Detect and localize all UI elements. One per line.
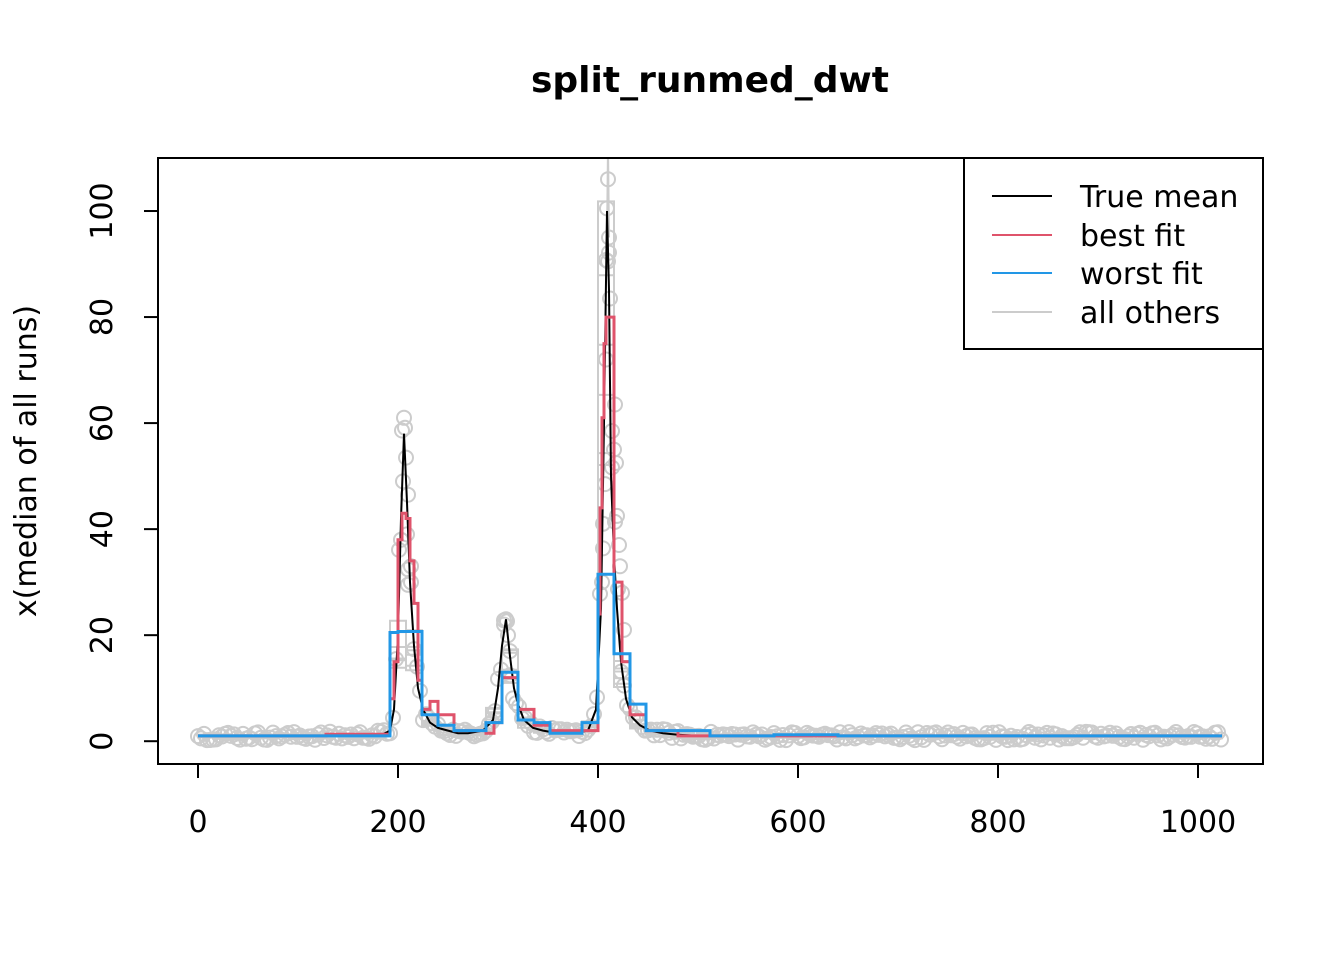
others-point [604, 459, 620, 476]
x-axis: 0 200 400 600 800 1000 [188, 763, 1236, 840]
others-run-line [198, 343, 1223, 740]
others-point [220, 724, 236, 741]
y-tick-label: 40 [85, 510, 120, 548]
others-point [611, 537, 627, 553]
others-point [604, 423, 620, 439]
others-run-line [198, 452, 1223, 741]
y-tick-label: 20 [85, 616, 120, 654]
y-tick-label: 60 [85, 404, 120, 442]
others-point [616, 621, 632, 638]
x-tick-label: 0 [188, 805, 207, 840]
x-tick-label: 1000 [1160, 805, 1236, 840]
legend-label-all-others: all others [1080, 296, 1220, 331]
y-axis-label: x(median of all runs) [9, 305, 44, 617]
others-point [1210, 724, 1226, 741]
others-run-line [606, 158, 610, 238]
others-point [1213, 731, 1229, 748]
others-point [396, 409, 412, 426]
others-point [400, 486, 416, 503]
others-point [328, 729, 344, 746]
y-tick-label: 80 [85, 298, 120, 336]
worst-fit-line [198, 572, 1222, 738]
best-fit-layer [198, 315, 1222, 738]
best-fit-line [198, 315, 1222, 738]
others-run-line [198, 464, 1223, 740]
others-point [1000, 732, 1016, 749]
x-tick-label: 400 [569, 805, 626, 840]
others-point [608, 454, 624, 471]
y-tick-label: 100 [85, 182, 120, 239]
others-point [609, 507, 625, 524]
others-point [1024, 725, 1040, 742]
others-point [598, 351, 614, 368]
others-run-line [198, 393, 1223, 740]
legend: True mean best fit worst fit all others [963, 157, 1264, 350]
legend-label-best-fit: best fit [1080, 219, 1185, 254]
x-tick-label: 200 [369, 805, 426, 840]
x-tick-label: 800 [969, 805, 1026, 840]
chart-title: split_runmed_dwt [531, 60, 889, 101]
legend-label-true-mean: True mean [1079, 180, 1238, 215]
y-axis: 0 20 40 60 80 100 [85, 182, 159, 751]
others-point [334, 730, 350, 747]
others-point [868, 725, 884, 742]
others-point [1051, 731, 1067, 748]
others-point [280, 725, 296, 741]
legend-label-worst-fit: worst fit [1080, 257, 1203, 292]
y-tick-label: 0 [85, 732, 120, 751]
x-tick-label: 600 [769, 805, 826, 840]
others-point [597, 476, 613, 493]
legend-box [963, 157, 1264, 350]
worst-fit-layer [198, 572, 1222, 738]
